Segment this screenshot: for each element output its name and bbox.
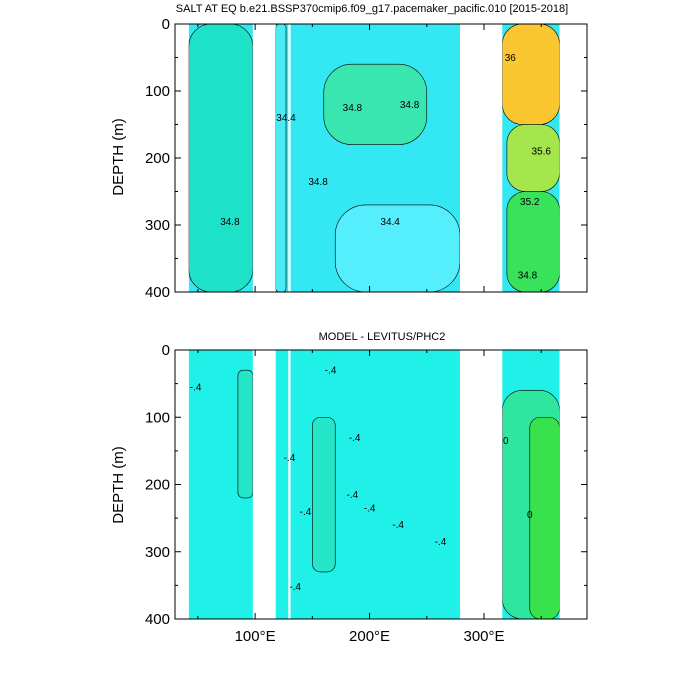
top-panel-ylabel: DEPTH (m) xyxy=(110,118,127,196)
contour-label-11: 0 xyxy=(527,510,533,521)
y-tick-label-3: 300 xyxy=(145,217,170,234)
land-gap-1 xyxy=(288,24,291,292)
contour-region-0 xyxy=(188,24,254,292)
x-tick-label-0: 100°E xyxy=(235,628,276,645)
contour-label-7: 35.6 xyxy=(531,147,551,158)
contour-label-7: -.4 xyxy=(392,520,404,531)
y-tick-label-3: 300 xyxy=(145,544,170,561)
contour-label-9: -.4 xyxy=(289,582,301,593)
bottom-panel-ylabel: DEPTH (m) xyxy=(110,446,127,524)
x-tick-label-1: 200°E xyxy=(349,628,390,645)
y-tick-label-4: 400 xyxy=(145,611,170,628)
land-gap-2 xyxy=(459,350,503,619)
contour-label-6: -.4 xyxy=(300,507,312,518)
contour-label-8: 35.2 xyxy=(520,197,540,208)
land-gap-2 xyxy=(459,24,503,292)
top-panel-salinity: SALT AT EQ b.e21.BSSP370cmip6.f09_g17.pa… xyxy=(110,3,588,301)
land-gap-1 xyxy=(288,350,291,619)
y-tick-label-0: 0 xyxy=(162,16,170,33)
contour-label-6: 36 xyxy=(505,53,517,64)
contour-label-10: 0 xyxy=(503,436,509,447)
y-tick-label-4: 400 xyxy=(145,284,170,301)
contour-region-5 xyxy=(506,124,560,192)
bottom-panel-title: MODEL - LEVITUS/PHC2 xyxy=(319,331,446,343)
contour-region-4 xyxy=(502,24,560,125)
plot-area: -.4 -.4 -.4 -.4 -.4 -.4 -.4 -.4 -.4 -.4 0 0 xyxy=(175,350,587,619)
contour-region-1 xyxy=(275,24,287,292)
y-tick-label-0: 0 xyxy=(162,342,170,359)
land-gap-0 xyxy=(252,24,276,292)
contour-label-0: 34.8 xyxy=(343,103,363,114)
contour-label-8: -.4 xyxy=(435,537,447,548)
y-tick-label-2: 200 xyxy=(145,477,170,494)
bottom-panel-difference: MODEL - LEVITUS/PHC2 DEPTH (m) -.4-.4-.4… xyxy=(110,331,588,645)
contour-label-1: 34.8 xyxy=(400,100,420,111)
y-tick-label-1: 100 xyxy=(145,83,170,100)
contour-label-4: 34.8 xyxy=(220,217,240,228)
contour-label-5: 34.4 xyxy=(380,217,400,228)
contour-region-3 xyxy=(529,416,560,619)
contour-label-1: -.4 xyxy=(325,366,337,377)
contour-label-9: 34.8 xyxy=(518,271,538,282)
contour-label-0: -.4 xyxy=(190,382,202,393)
contour-region-1 xyxy=(312,416,336,573)
contour-label-5: -.4 xyxy=(364,503,376,514)
contour-region-2 xyxy=(323,63,428,145)
contour-label-3: -.4 xyxy=(284,453,296,464)
y-tick-label-1: 100 xyxy=(145,409,170,426)
y-tick-label-2: 200 xyxy=(145,150,170,167)
contour-label-3: 34.8 xyxy=(308,177,328,188)
contour-label-2: -.4 xyxy=(349,433,361,444)
top-panel-title: SALT AT EQ b.e21.BSSP370cmip6.f09_g17.pa… xyxy=(176,3,568,15)
x-tick-label-2: 300°E xyxy=(463,628,504,645)
land-gap-0 xyxy=(252,350,276,619)
contour-region-0 xyxy=(237,369,254,499)
contour-label-2: 34.4 xyxy=(276,113,296,124)
contour-label-4: -.4 xyxy=(347,490,359,501)
plot-area: 34.8 34.8 34.4 34.8 34.8 34.4 36 35.6 35.2 34.8 xyxy=(175,24,587,292)
